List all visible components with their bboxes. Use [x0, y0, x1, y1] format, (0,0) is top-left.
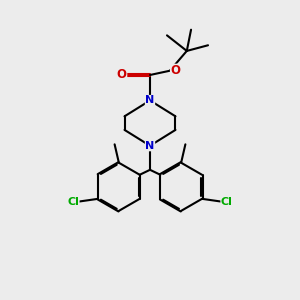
Text: N: N: [146, 141, 154, 151]
Text: Cl: Cl: [67, 197, 79, 207]
Text: N: N: [146, 95, 154, 106]
Text: Cl: Cl: [221, 197, 233, 207]
Text: O: O: [117, 68, 127, 82]
Text: O: O: [170, 64, 181, 77]
